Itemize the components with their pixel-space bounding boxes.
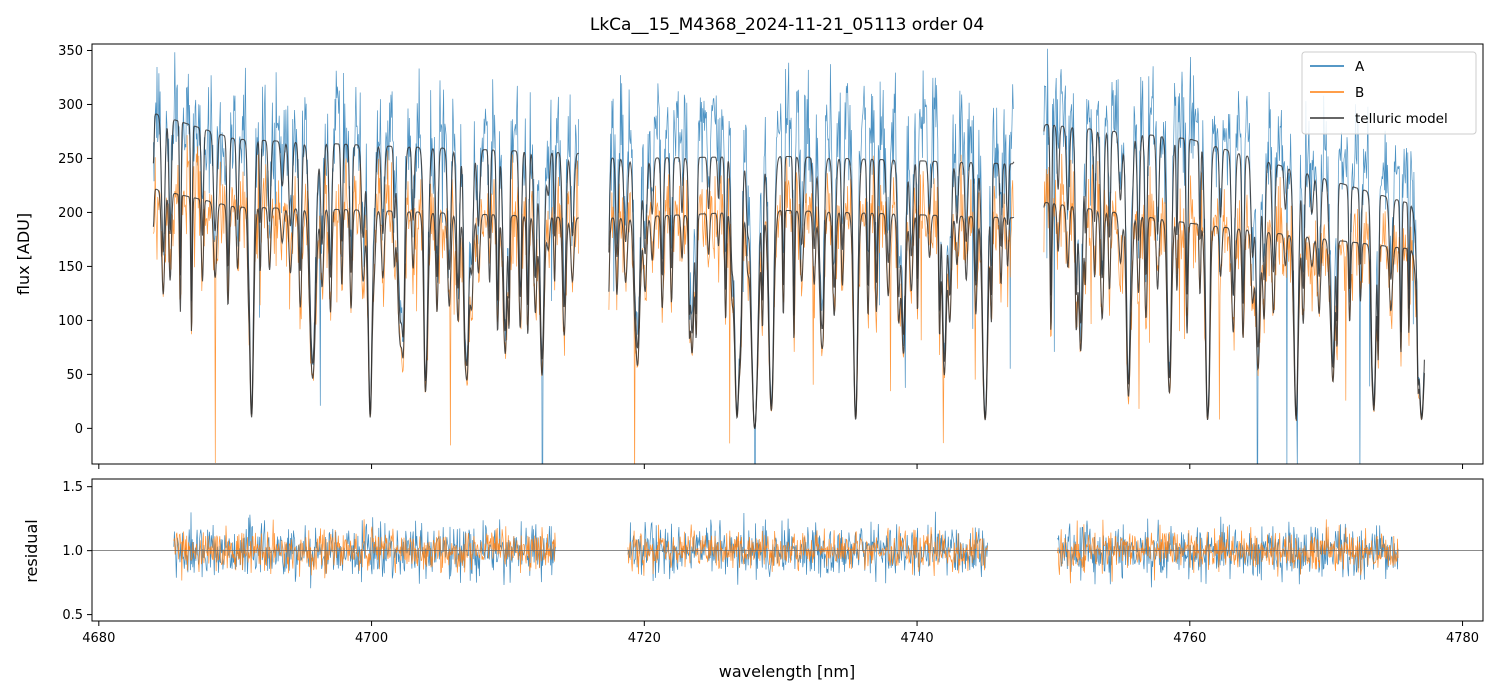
telluric-model-a-segment-3 bbox=[1043, 124, 1425, 419]
residual-y-ticks: 0.5 1.0 1.5 bbox=[62, 480, 92, 623]
series-b-segment-1 bbox=[153, 135, 579, 464]
telluric-model-b-segment-2 bbox=[608, 209, 1015, 430]
spectrum-frame bbox=[91, 43, 1484, 465]
y-tick-label: 100 bbox=[58, 314, 83, 329]
residual-panel: 0.5 1.0 1.5 4680 4700 4720 4740 4760 4780 resid… bbox=[22, 478, 1484, 681]
y-tick-label: 300 bbox=[58, 98, 83, 113]
y-tick-label: 150 bbox=[58, 260, 83, 275]
residual-b-segment-2 bbox=[627, 524, 988, 577]
chart-title: LkCa__15_M4368_2024-11-21_05113 order 04 bbox=[590, 15, 984, 35]
residual-x-ticks: 4680 4700 4720 4740 4760 4780 bbox=[82, 621, 1479, 646]
y-tick-label: 0 bbox=[75, 422, 83, 437]
spectrum-panel: 0 50 100 150 200 250 300 350 flux [ADU] bbox=[14, 43, 1484, 469]
legend-label-telluric: telluric model bbox=[1355, 111, 1448, 127]
x-tick-label: 4720 bbox=[628, 631, 661, 646]
telluric-model-b-segment-1 bbox=[152, 188, 579, 418]
x-tick-label: 4740 bbox=[901, 631, 934, 646]
residual-y-tick-label: 0.5 bbox=[62, 608, 83, 623]
series-b-segment-3 bbox=[1043, 153, 1425, 421]
residual-b-segment-1 bbox=[173, 519, 556, 581]
legend-label-b: B bbox=[1355, 85, 1364, 101]
x-tick-label: 4760 bbox=[1173, 631, 1206, 646]
x-tick-label: 4700 bbox=[355, 631, 388, 646]
telluric-model-a-segment-2 bbox=[608, 155, 1015, 430]
legend: A B telluric model bbox=[1301, 51, 1477, 135]
y-tick-label: 350 bbox=[58, 44, 83, 59]
telluric-model-a-segment-1 bbox=[152, 113, 579, 415]
spectrum-series-group bbox=[152, 48, 1425, 464]
y-tick-label: 250 bbox=[58, 152, 83, 167]
x-tick-label: 4780 bbox=[1446, 631, 1479, 646]
x-axis-label: wavelength [nm] bbox=[719, 662, 856, 681]
spectrum-y-axis-label: flux [ADU] bbox=[14, 213, 33, 295]
legend-box bbox=[1301, 51, 1477, 135]
series-a-segment-1 bbox=[153, 52, 579, 464]
spectrum-y-ticks: 0 50 100 150 200 250 300 350 bbox=[58, 44, 92, 437]
residual-frame bbox=[91, 478, 1484, 622]
residual-y-tick-label: 1.0 bbox=[62, 544, 83, 559]
residual-y-tick-label: 1.5 bbox=[62, 480, 83, 495]
x-tick-label: 4680 bbox=[82, 631, 115, 646]
y-tick-label: 200 bbox=[58, 206, 83, 221]
y-tick-label: 50 bbox=[66, 368, 83, 383]
legend-label-a: A bbox=[1355, 59, 1365, 75]
residual-y-axis-label: residual bbox=[22, 519, 41, 582]
telluric-model-b-segment-3 bbox=[1043, 202, 1425, 422]
spectrum-x-ticks bbox=[98, 464, 1464, 469]
